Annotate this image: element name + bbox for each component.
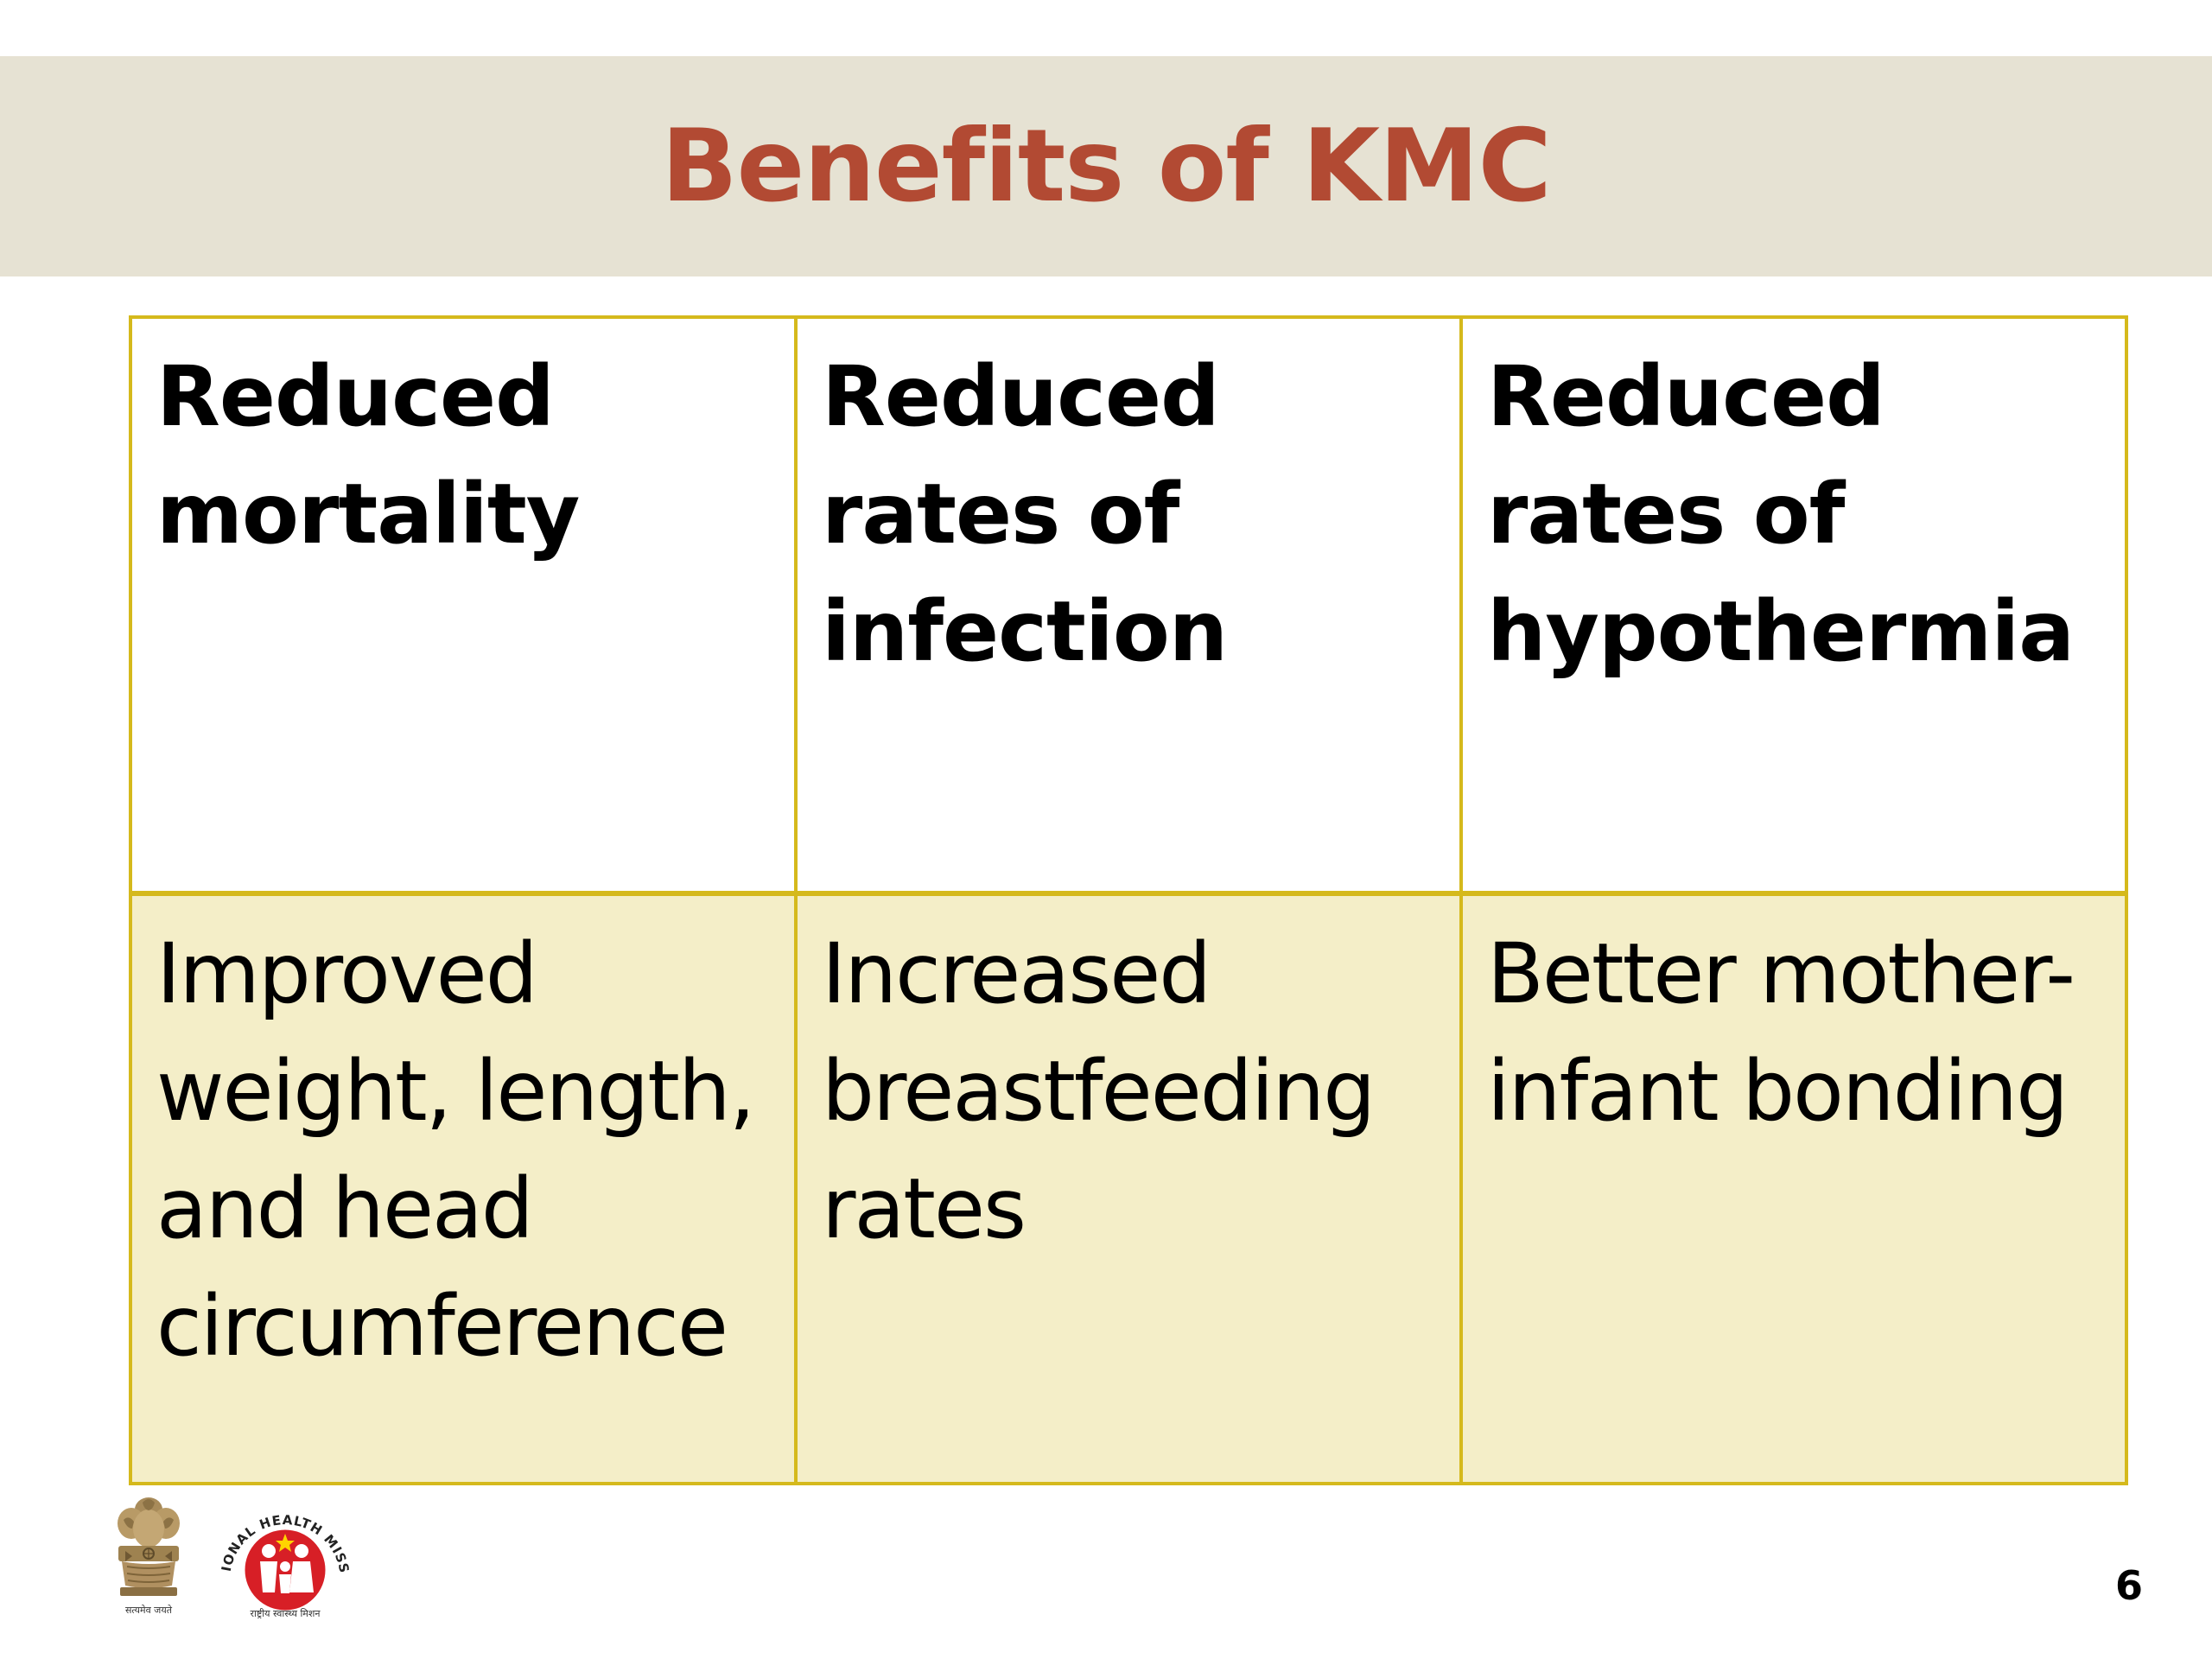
slide-title: Benefits of KMC bbox=[661, 108, 1551, 225]
table-row: Reduced mortality Reduced rates of infec… bbox=[129, 315, 2128, 896]
national-health-mission-logo-icon: NATIONAL HEALTH MISSION राष्ट्रीय स्वास्… bbox=[212, 1491, 352, 1619]
table-cell: Better mother-infant bonding bbox=[1459, 892, 2128, 1485]
page-number: 6 bbox=[2114, 1562, 2143, 1609]
footer-logos: सत्यमेव जयते NATIONAL HEALTH MISSION राष… bbox=[108, 1491, 367, 1620]
table-row: Improved weight, length, and head circum… bbox=[129, 892, 2128, 1485]
table-cell: Improved weight, length, and head circum… bbox=[129, 892, 798, 1485]
emblem-motto: सत्यमेव जयते bbox=[125, 1605, 173, 1616]
national-emblem-icon: सत्यमेव जयते bbox=[118, 1497, 180, 1616]
title-band: Benefits of KMC bbox=[0, 56, 2212, 276]
table-cell: Reduced rates of infection bbox=[794, 315, 1463, 896]
benefits-table: Reduced mortality Reduced rates of infec… bbox=[129, 315, 2128, 1485]
nhm-bottom-text: राष्ट्रीय स्वास्थ्य मिशन bbox=[251, 1608, 321, 1619]
table-cell: Increased breastfeeding rates bbox=[794, 892, 1463, 1485]
table-cell: Reduced rates of hypothermia bbox=[1459, 315, 2128, 896]
table-cell: Reduced mortality bbox=[129, 315, 798, 896]
